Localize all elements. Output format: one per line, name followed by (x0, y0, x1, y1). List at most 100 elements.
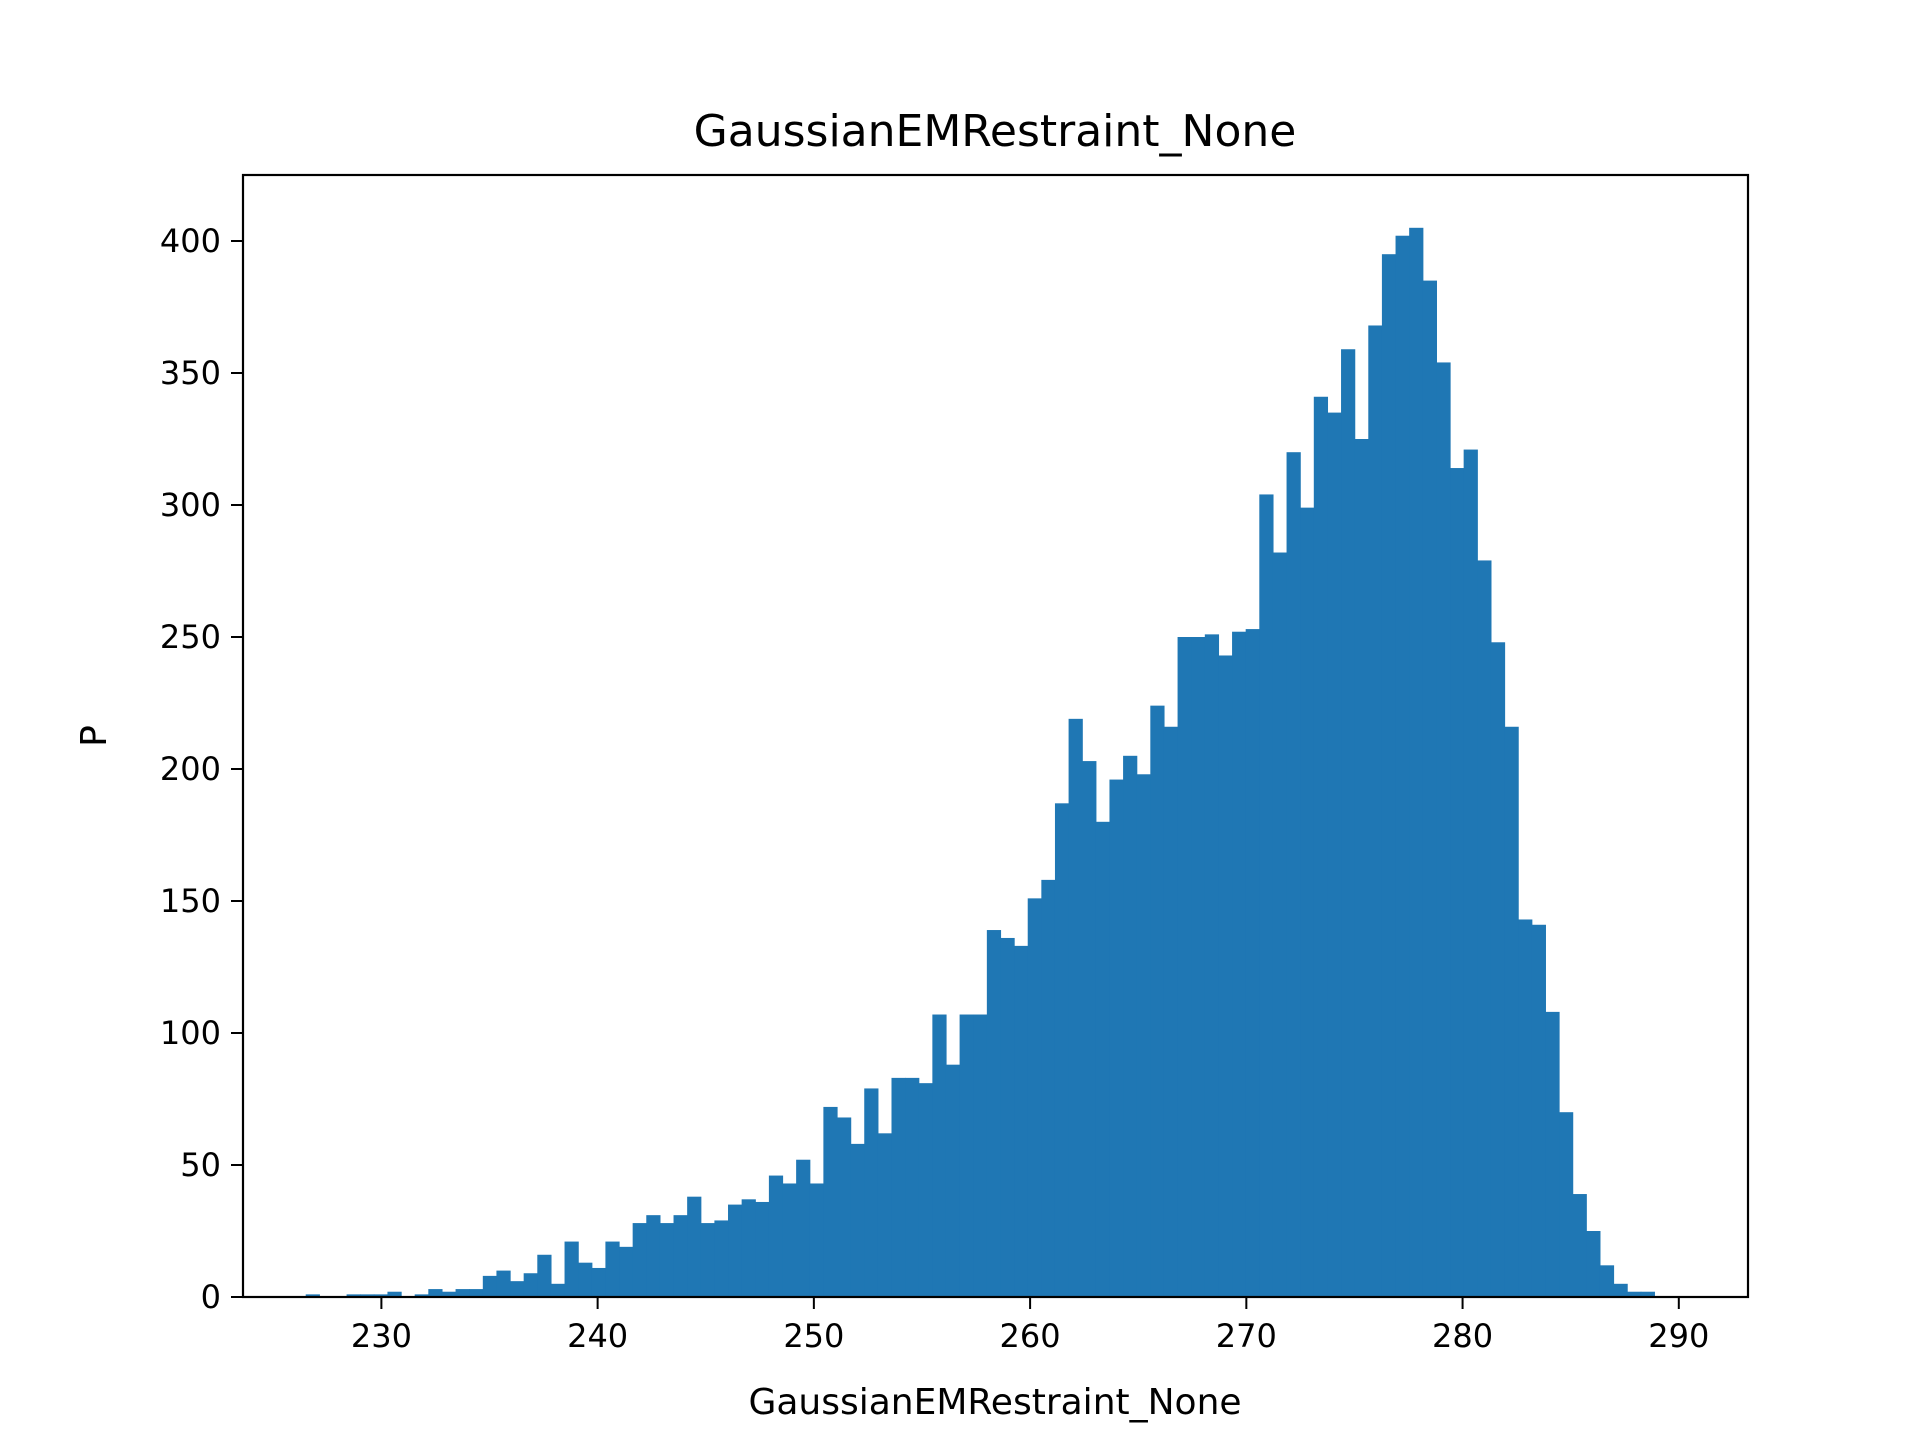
histogram-bar (646, 1215, 661, 1297)
histogram-bar (1559, 1112, 1574, 1297)
histogram-bar (564, 1241, 579, 1297)
histogram-bar (1422, 280, 1437, 1298)
histogram-bar (441, 1291, 457, 1297)
histogram-bar (1313, 396, 1329, 1297)
histogram-bar (1518, 919, 1533, 1297)
histogram-bar (1245, 629, 1260, 1297)
y-tick-label: 0 (201, 1278, 221, 1316)
histogram-bar (1354, 439, 1369, 1297)
histogram-bar (1477, 560, 1492, 1297)
histogram-bar (1232, 631, 1247, 1297)
histogram-bar (768, 1175, 784, 1297)
histogram-bar (1150, 705, 1165, 1297)
y-tick-label: 350 (160, 354, 221, 392)
histogram-bar (1300, 507, 1315, 1297)
histogram-bar (1463, 449, 1478, 1297)
histogram-bar (1545, 1011, 1560, 1297)
histogram-bar (1504, 726, 1519, 1297)
histogram-bar (1136, 774, 1151, 1297)
y-tick-label: 300 (160, 486, 221, 524)
histogram-bar (837, 1117, 852, 1297)
histogram-bar (1640, 1291, 1655, 1297)
x-axis-label: GaussianEMRestraint_None (748, 1382, 1241, 1423)
histogram-bar (986, 930, 1002, 1297)
y-tick-label: 100 (160, 1014, 221, 1052)
histogram-bar (687, 1196, 702, 1297)
histogram-bar (1531, 924, 1546, 1297)
x-tick-label: 260 (1000, 1317, 1061, 1355)
histogram-bar (510, 1281, 525, 1297)
histogram-bar (305, 1294, 320, 1297)
histogram-bar (796, 1159, 811, 1297)
histogram-bar (578, 1262, 593, 1297)
histogram-bar (360, 1294, 375, 1297)
chart-title: GaussianEMRestraint_None (694, 106, 1297, 157)
y-axis-label: P (74, 725, 115, 747)
histogram-bar (469, 1289, 484, 1297)
histogram-bar (1450, 468, 1465, 1297)
histogram-bar (782, 1183, 797, 1297)
histogram-bar (1191, 637, 1206, 1297)
histogram-bar (1204, 634, 1220, 1297)
histogram-bar (959, 1014, 974, 1297)
histogram-bar (1436, 362, 1451, 1297)
y-tick-label: 250 (160, 618, 221, 656)
histogram-bar (591, 1267, 607, 1297)
histogram-bar (496, 1270, 511, 1297)
histogram-bars (305, 227, 1655, 1298)
x-tick-label: 240 (567, 1317, 628, 1355)
histogram-bar (1109, 779, 1124, 1297)
histogram-bar (905, 1077, 920, 1297)
histogram-bar (1177, 637, 1192, 1297)
x-tick-label: 270 (1216, 1317, 1277, 1355)
y-tick-label: 50 (180, 1146, 221, 1184)
histogram-bar (714, 1220, 729, 1297)
histogram-bar (619, 1246, 634, 1297)
histogram-bar (1259, 494, 1274, 1297)
histogram-bar (523, 1273, 538, 1297)
histogram-bar (387, 1291, 402, 1297)
histogram-bar (1395, 235, 1410, 1298)
histogram-bar (414, 1294, 429, 1297)
plot-frame (241, 173, 1750, 1299)
histogram-bar (850, 1143, 865, 1297)
histogram-bar (550, 1283, 566, 1297)
y-tick-label: 200 (160, 750, 221, 788)
x-tick-label: 280 (1432, 1317, 1493, 1355)
histogram-bar (1068, 718, 1083, 1297)
y-tick-label: 150 (160, 882, 221, 920)
histogram-bar (1218, 655, 1233, 1297)
histogram-bar (932, 1014, 947, 1297)
histogram-bar (1381, 254, 1397, 1298)
histogram-bar (809, 1183, 824, 1297)
histogram-bar (1613, 1283, 1628, 1297)
histogram-bar (728, 1204, 743, 1297)
histogram-bar (428, 1289, 443, 1297)
histogram-bar (1054, 803, 1070, 1297)
histogram-bar (1627, 1291, 1642, 1297)
histogram-bar (700, 1223, 715, 1297)
histogram-bar (673, 1215, 688, 1297)
histogram-bar (973, 1014, 988, 1297)
histogram-bar (1041, 879, 1056, 1297)
histogram-bar (945, 1064, 961, 1297)
histogram-bar (877, 1133, 893, 1297)
x-tick-label: 230 (351, 1317, 412, 1355)
histogram-bar (1123, 755, 1138, 1297)
histogram-bar (455, 1289, 470, 1297)
histogram-bar (1599, 1265, 1615, 1297)
histogram-bar (1341, 349, 1356, 1297)
histogram-bar (755, 1201, 770, 1297)
histogram-bar (482, 1275, 498, 1297)
histogram-bar (659, 1223, 675, 1297)
histogram-bar (1572, 1194, 1587, 1297)
histogram-bar (1490, 642, 1506, 1297)
histogram-bar (1272, 552, 1288, 1297)
histogram-bar (346, 1294, 361, 1297)
x-axis: 230 240 250 260 270 280 290 (351, 1297, 1709, 1355)
histogram-bar (1163, 726, 1179, 1297)
histogram-bar (741, 1199, 756, 1297)
histogram-bar (823, 1106, 838, 1297)
histogram-bar (1586, 1231, 1601, 1297)
